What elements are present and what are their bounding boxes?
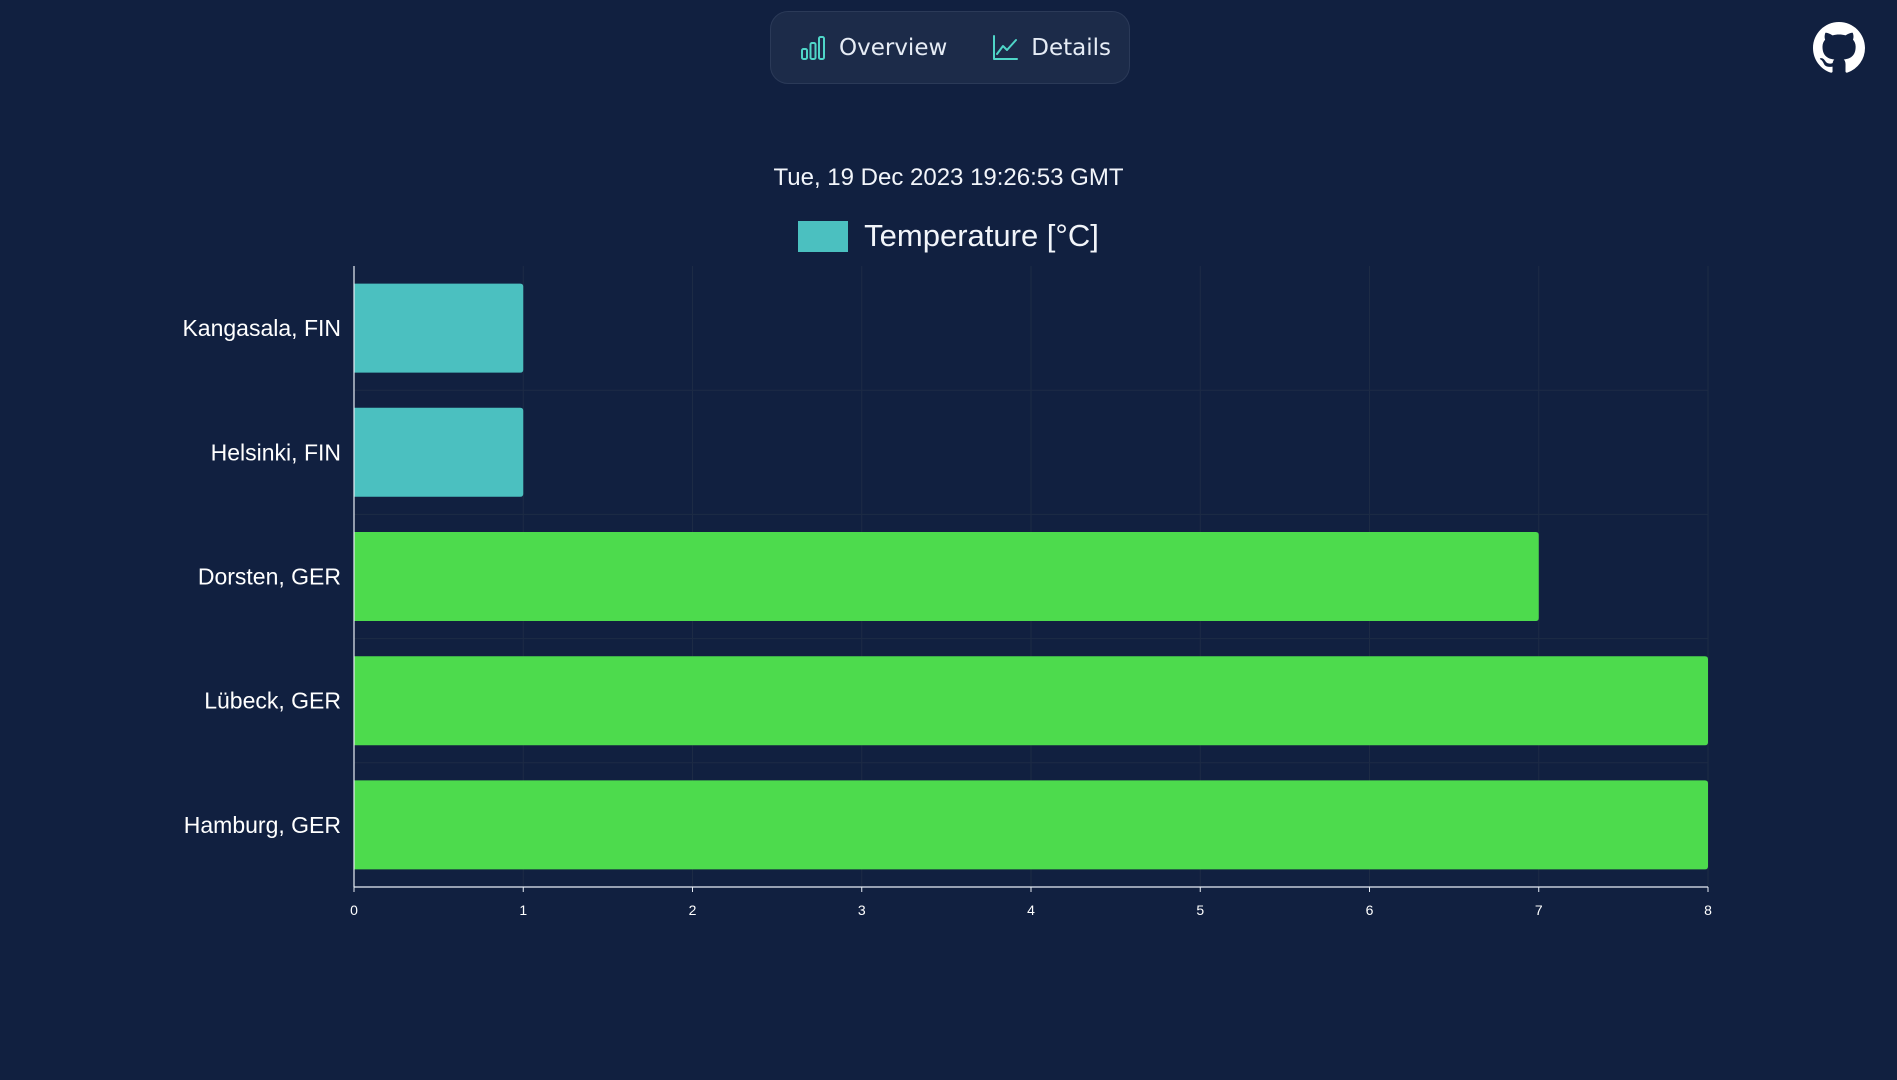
nav-bar: Overview Details [770,11,1130,84]
line-chart-icon [993,34,1019,60]
category-label: Kangasala, FIN [182,315,341,341]
x-tick-label: 5 [1196,902,1204,918]
x-tick-label: 4 [1027,902,1035,918]
github-icon [1813,22,1865,73]
legend-label: Temperature [°C] [864,218,1099,253]
x-tick-label: 6 [1366,902,1374,918]
x-tick-label: 0 [350,902,358,918]
overview-label: Overview [839,34,948,61]
bar [354,780,1708,870]
github-link[interactable] [1813,22,1865,74]
bar [354,283,524,373]
category-label: Dorsten, GER [198,564,341,590]
category-label: Lübeck, GER [204,688,341,714]
chart-legend[interactable]: Temperature [°C] [0,218,1897,254]
timestamp: Tue, 19 Dec 2023 19:26:53 GMT [773,164,1124,191]
x-tick-label: 8 [1704,902,1712,918]
details-tab[interactable]: Details [991,34,1111,62]
legend-swatch [798,220,849,252]
bar [354,407,524,497]
bar [354,532,1539,621]
x-tick-label: 7 [1535,902,1543,918]
x-tick-label: 1 [519,902,527,918]
x-tick-label: 3 [858,902,866,918]
overview-tab[interactable]: Overview [799,34,947,62]
category-label: Hamburg, GER [184,812,341,838]
category-label: Helsinki, FIN [211,439,341,465]
details-label: Details [1031,34,1112,61]
x-tick-label: 2 [689,902,697,918]
bar-chart-icon [801,35,825,60]
bar [354,656,1708,746]
